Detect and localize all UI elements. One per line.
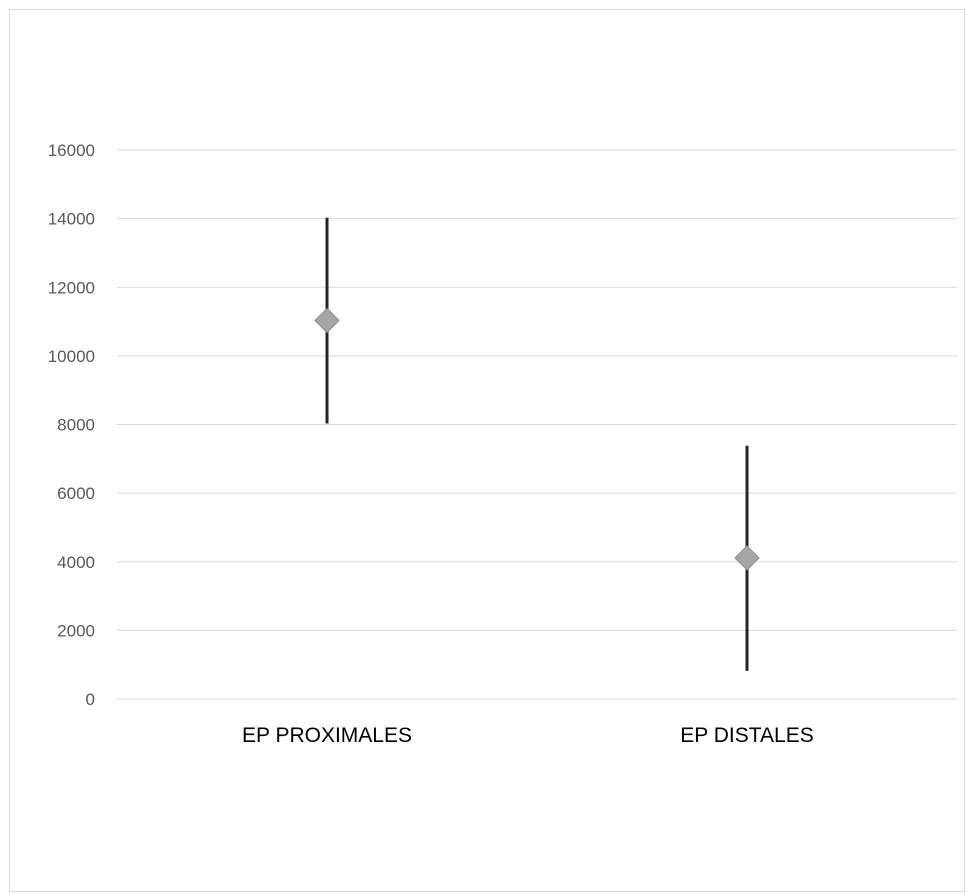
- y-tick-label: 2000: [57, 621, 95, 640]
- x-axis-category-labels: EP PROXIMALES EP DISTALES: [242, 724, 814, 747]
- diamond-marker: [314, 307, 340, 334]
- data-markers: [314, 307, 760, 571]
- diamond-marker: [734, 545, 760, 571]
- y-tick-label: 8000: [57, 416, 95, 435]
- error-bars: [325, 217, 749, 671]
- chart-area: [9, 9, 965, 892]
- y-tick-label: 10000: [48, 347, 95, 366]
- x-category-label: EP PROXIMALES: [242, 724, 412, 747]
- x-category-label: EP DISTALES: [680, 724, 813, 747]
- y-tick-label: 16000: [48, 141, 95, 160]
- y-tick-label: 14000: [48, 210, 95, 229]
- y-tick-label: 12000: [48, 278, 95, 297]
- y-tick-label: 4000: [57, 553, 95, 572]
- gridlines: [117, 149, 957, 700]
- y-tick-label: 0: [86, 690, 95, 709]
- y-tick-label: 6000: [57, 484, 95, 503]
- y-axis-tick-labels: 0 2000 4000 6000 8000 10000 12000 14000 16000: [48, 141, 95, 709]
